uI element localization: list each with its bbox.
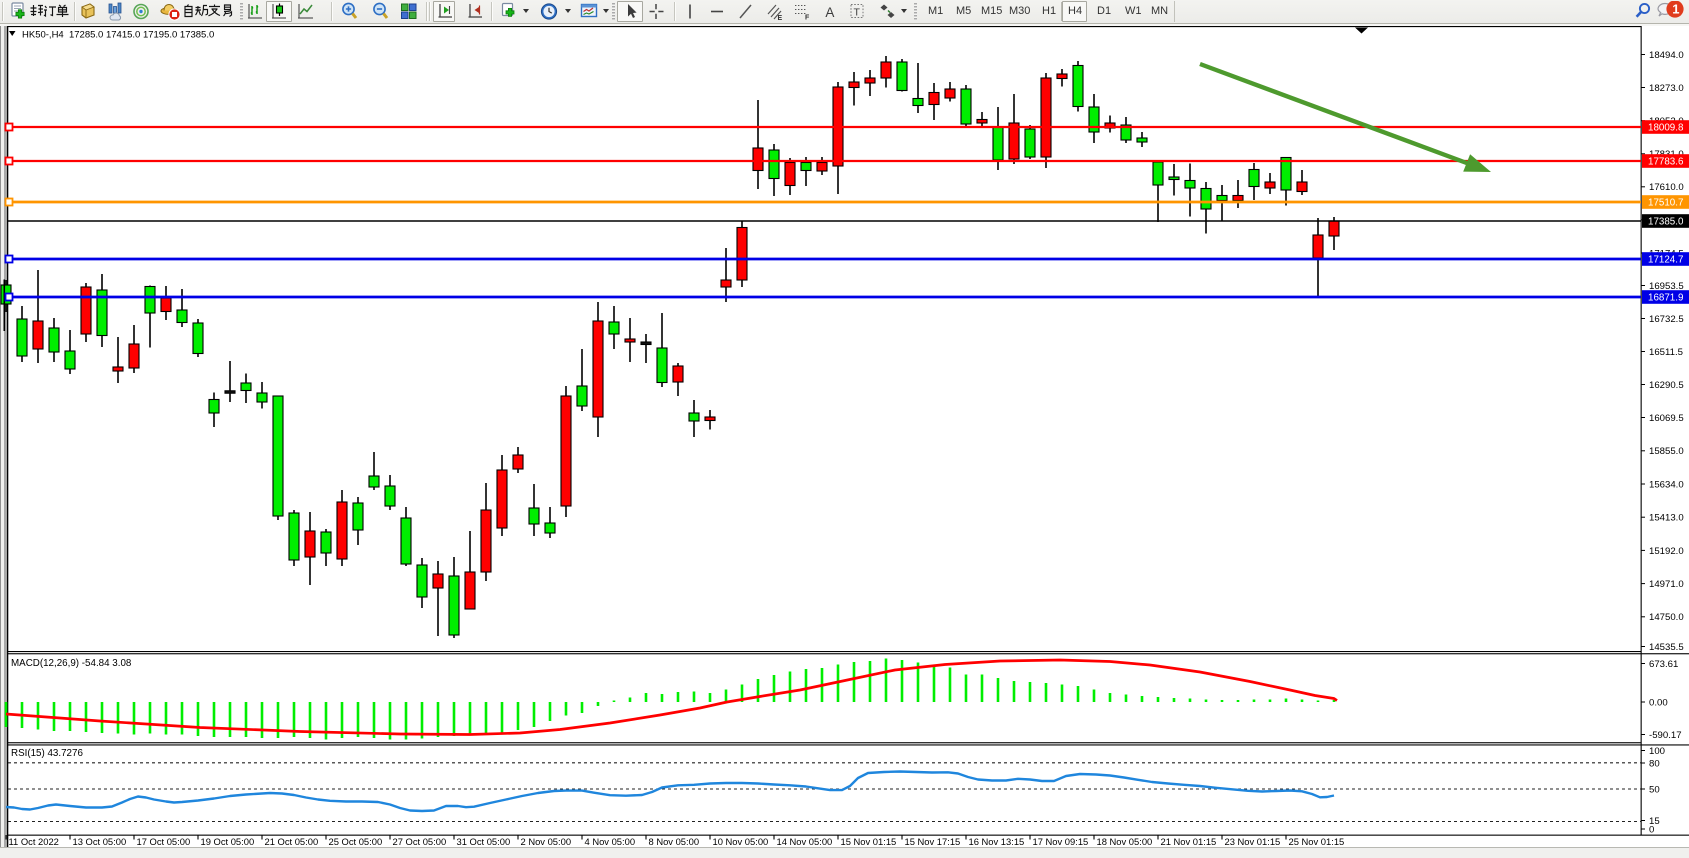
- svg-text:17 Nov 09:15: 17 Nov 09:15: [1033, 836, 1089, 847]
- svg-text:16069.5: 16069.5: [1649, 413, 1684, 424]
- svg-text:25 Oct 05:00: 25 Oct 05:00: [329, 836, 383, 847]
- svg-text:14 Nov 05:00: 14 Nov 05:00: [777, 836, 833, 847]
- svg-text:19 Oct 05:00: 19 Oct 05:00: [201, 836, 255, 847]
- svg-text:17385.0: 17385.0: [1648, 217, 1684, 228]
- svg-text:16953.5: 16953.5: [1649, 281, 1684, 292]
- svg-text:10 Nov 05:00: 10 Nov 05:00: [713, 836, 769, 847]
- svg-text:17783.6: 17783.6: [1648, 157, 1684, 168]
- svg-text:A: A: [825, 5, 834, 20]
- svg-text:13 Oct 05:00: 13 Oct 05:00: [73, 836, 127, 847]
- svg-text:100: 100: [1649, 746, 1665, 757]
- svg-text:673.61: 673.61: [1649, 659, 1678, 670]
- svg-text:15 Nov 01:15: 15 Nov 01:15: [841, 836, 897, 847]
- svg-text:27 Oct 05:00: 27 Oct 05:00: [393, 836, 447, 847]
- svg-text:21 Oct 05:00: 21 Oct 05:00: [265, 836, 319, 847]
- svg-text:RSI(15) 43.7276: RSI(15) 43.7276: [11, 748, 83, 759]
- svg-text:15 Nov 17:15: 15 Nov 17:15: [905, 836, 961, 847]
- svg-text:23 Nov 01:15: 23 Nov 01:15: [1225, 836, 1281, 847]
- svg-text:8 Nov 05:00: 8 Nov 05:00: [649, 836, 700, 847]
- svg-text:T: T: [854, 7, 861, 19]
- svg-text:-590.17: -590.17: [1649, 730, 1682, 741]
- svg-text:14750.0: 14750.0: [1649, 612, 1684, 623]
- svg-text:16511.5: 16511.5: [1649, 347, 1683, 358]
- svg-text:16 Nov 13:15: 16 Nov 13:15: [969, 836, 1025, 847]
- svg-text:31 Oct 05:00: 31 Oct 05:00: [457, 836, 511, 847]
- svg-text:1: 1: [1672, 2, 1679, 17]
- svg-text:17 Oct 05:00: 17 Oct 05:00: [137, 836, 191, 847]
- svg-text:80: 80: [1649, 758, 1660, 769]
- svg-text:2 Nov 05:00: 2 Nov 05:00: [521, 836, 572, 847]
- svg-text:15192.0: 15192.0: [1649, 546, 1684, 557]
- svg-text:14535.5: 14535.5: [1649, 642, 1684, 653]
- svg-text:14971.0: 14971.0: [1649, 579, 1684, 590]
- svg-text:25 Nov 01:15: 25 Nov 01:15: [1289, 836, 1345, 847]
- svg-text:18009.8: 18009.8: [1648, 123, 1684, 134]
- svg-text:18 Nov 05:00: 18 Nov 05:00: [1097, 836, 1153, 847]
- svg-text:21 Nov 01:15: 21 Nov 01:15: [1161, 836, 1217, 847]
- svg-text:18273.0: 18273.0: [1649, 83, 1684, 94]
- svg-text:F: F: [805, 15, 810, 22]
- svg-text:0: 0: [1649, 824, 1654, 835]
- svg-text:17124.7: 17124.7: [1648, 255, 1683, 266]
- svg-text:16871.9: 16871.9: [1648, 293, 1683, 304]
- svg-text:0.00: 0.00: [1649, 697, 1668, 708]
- svg-text:11 Oct 2022: 11 Oct 2022: [9, 836, 59, 847]
- svg-text:17510.7: 17510.7: [1648, 198, 1683, 209]
- svg-text:15634.0: 15634.0: [1649, 479, 1684, 490]
- svg-text:50: 50: [1649, 784, 1660, 795]
- svg-text:15413.0: 15413.0: [1649, 513, 1684, 524]
- svg-text:MACD(12,26,9) -54.84 3.08: MACD(12,26,9) -54.84 3.08: [11, 658, 132, 669]
- svg-text:HK50-,H4 17285.0 17415.0 1719: HK50-,H4 17285.0 17415.0 17195.0 17385.0: [22, 29, 214, 40]
- svg-text:18494.0: 18494.0: [1649, 50, 1684, 61]
- svg-text:4 Nov 05:00: 4 Nov 05:00: [585, 836, 636, 847]
- svg-text:16290.5: 16290.5: [1649, 380, 1684, 391]
- svg-text:16732.5: 16732.5: [1649, 314, 1684, 325]
- svg-text:E: E: [778, 15, 783, 22]
- svg-text:17610.0: 17610.0: [1649, 182, 1684, 193]
- svg-text:15: 15: [1649, 816, 1660, 827]
- svg-text:15855.0: 15855.0: [1649, 446, 1684, 457]
